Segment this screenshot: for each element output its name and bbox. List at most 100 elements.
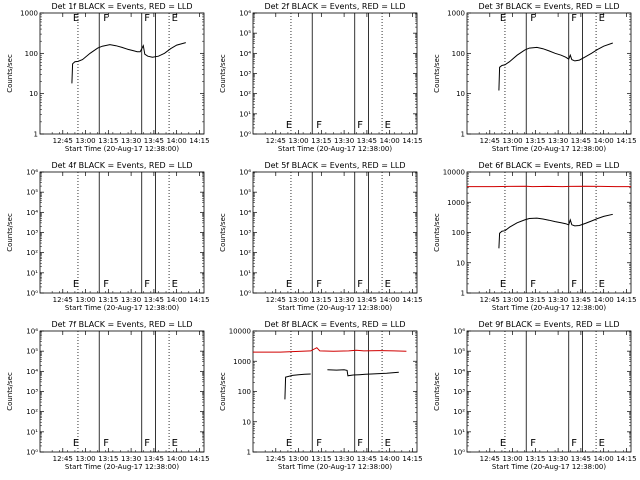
x-tick-label: 13:45 [571,296,591,304]
y-tick-label: 1 [34,131,38,139]
y-axis-label: Counts/sec [433,372,441,411]
y-tick-label: 10⁴ [26,209,38,217]
y-axis-label: Counts/sec [6,213,14,252]
y-tick-label: 10 [242,418,251,426]
x-tick-label: 13:15 [98,455,118,463]
y-tick-label: 10⁵ [453,348,465,356]
x-tick-label: 13:00 [502,296,522,304]
x-tick-label: 13:15 [525,296,545,304]
x-tick-label: 13:45 [357,455,377,463]
x-tick-label: 13:00 [75,137,95,145]
y-tick-label: 10⁰ [26,290,38,298]
x-tick-label: 13:45 [571,137,591,145]
x-axis-label: Start Time (20-Aug-17 12:38:00) [492,304,606,312]
x-tick-label: 13:30 [548,137,568,145]
x-tick-label: 12:45 [53,455,73,463]
x-axis-label: Start Time (20-Aug-17 12:38:00) [492,463,606,471]
x-tick-label: 14:15 [189,137,209,145]
y-tick-label: 1000 [20,10,38,18]
x-tick-label: 12:45 [480,137,500,145]
phase-marker-f: F [571,279,577,290]
x-tick-label: 14:15 [402,296,422,304]
phase-marker-e: E [172,279,178,290]
x-tick-label: 14:00 [380,455,400,463]
x-tick-label: 12:45 [53,137,73,145]
x-tick-label: 13:30 [121,137,141,145]
x-tick-label: 12:45 [480,296,500,304]
x-tick-label: 13:15 [98,296,118,304]
phase-marker-e: E [385,120,391,131]
phase-marker-f: F [144,279,150,290]
x-tick-label: 12:45 [266,137,286,145]
phase-marker-e: E [599,438,605,449]
x-tick-label: 13:00 [502,137,522,145]
detector-plot: Det 5f BLACK = Events, RED = LLD 12:45 13:… [219,161,423,312]
events-series-line [498,213,613,249]
x-tick-label: 14:15 [616,137,636,145]
x-tick-label: 14:00 [167,455,187,463]
phase-marker-f: F [530,279,536,290]
plot-frame [466,330,632,453]
y-tick-label: 10⁴ [239,209,251,217]
x-tick-label: 14:15 [616,455,636,463]
phase-marker-e: E [385,279,391,290]
y-tick-label: 10⁰ [26,449,38,457]
y-tick-label: 10³ [453,388,465,396]
detector-plot: Det 8f BLACK = Events, RED = LLD 12:45 13:… [219,320,423,471]
y-tick-label: 10⁵ [26,189,38,197]
y-axis-label: Counts/sec [219,372,227,411]
y-tick-label: 10⁰ [239,290,251,298]
y-tick-label: 10⁶ [239,169,251,177]
x-axis-label: Start Time (20-Aug-17 12:38:00) [65,463,179,471]
x-axis-label: Start Time (20-Aug-17 12:38:00) [65,304,179,312]
plot-title: Det 3f BLACK = Events, RED = LLD [478,2,619,11]
y-axis-label: Counts/sec [219,54,227,93]
phase-marker-e: E [286,279,292,290]
x-tick-label: 13:00 [288,137,308,145]
x-tick-label: 14:15 [402,137,422,145]
y-tick-label: 10⁵ [26,348,38,356]
y-tick-label: 10² [239,249,251,257]
y-tick-label: 100 [25,50,38,58]
y-tick-label: 10⁰ [453,449,465,457]
y-axis-label: Counts/sec [433,54,441,93]
x-tick-label: 12:45 [480,455,500,463]
y-tick-label: 1000 [447,10,465,18]
x-tick-label: 12:45 [266,296,286,304]
x-axis-label: Start Time (20-Aug-17 12:38:00) [278,463,392,471]
x-tick-label: 12:45 [266,455,286,463]
x-tick-label: 13:00 [75,296,95,304]
plot-title: Det 9f BLACK = Events, RED = LLD [478,320,619,329]
y-tick-label: 1000 [447,199,465,207]
phase-marker-e: E [286,120,292,131]
y-tick-label: 10¹ [453,428,465,436]
x-axis-label: Start Time (20-Aug-17 12:38:00) [278,304,392,312]
y-tick-label: 10000 [443,169,465,177]
y-tick-label: 10000 [229,328,251,336]
plot-frame [39,12,205,135]
y-axis-label: Counts/sec [219,213,227,252]
phase-marker-e: E [73,279,79,290]
x-tick-label: 13:45 [144,296,164,304]
plot-title: Det 8f BLACK = Events, RED = LLD [264,320,405,329]
x-tick-label: 13:30 [334,455,354,463]
plot-title: Det 6f BLACK = Events, RED = LLD [478,161,619,170]
y-tick-label: 10⁶ [453,328,465,336]
plot-frame [252,330,418,453]
plot-title: Det 5f BLACK = Events, RED = LLD [264,161,405,170]
y-tick-label: 10³ [239,229,251,237]
phase-marker-f: F [316,279,322,290]
plot-frame [466,12,632,135]
phase-marker-f: F [530,13,536,24]
x-tick-label: 13:00 [288,296,308,304]
x-tick-label: 13:45 [144,137,164,145]
x-tick-label: 13:45 [357,137,377,145]
phase-marker-e: E [599,279,605,290]
